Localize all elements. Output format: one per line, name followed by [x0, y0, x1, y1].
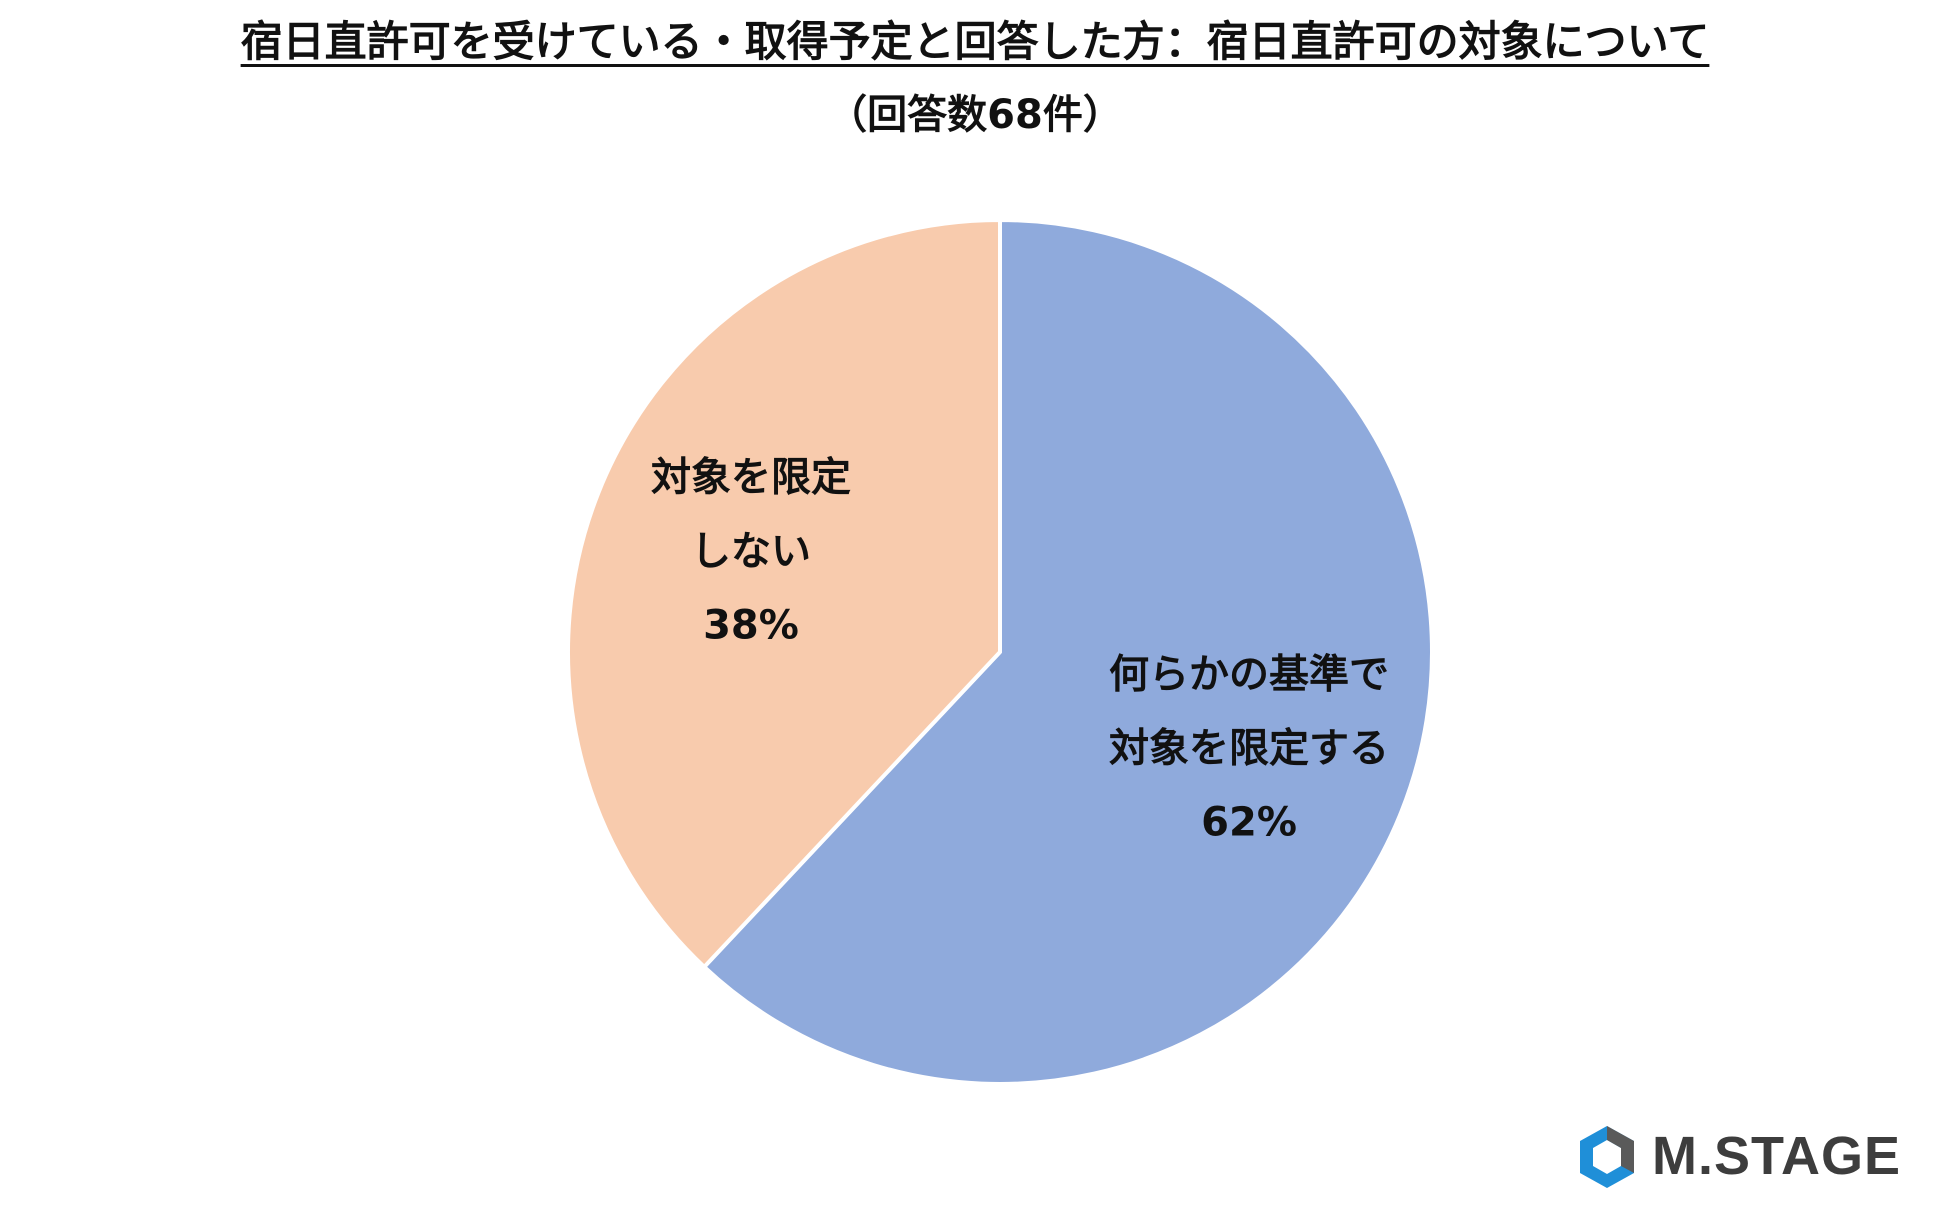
brand-logo-text: M.STAGE	[1652, 1126, 1901, 1186]
slice-2-category-label-line-1: 対象を限定	[651, 454, 851, 500]
chart-title-text: 宿日直許可を受けている・取得予定と回答した方：宿日直許可の対象について	[240, 17, 1710, 66]
slice-2-value-label: 38%	[703, 602, 799, 648]
brand-logo: M.STAGE	[1572, 1122, 1902, 1192]
chart-title: 宿日直許可を受けている・取得予定と回答した方：宿日直許可の対象について	[0, 14, 1950, 70]
slice-1-category-label-line-1: 何らかの基準で	[1109, 652, 1389, 698]
slice-2-category-label-line-2: しない	[691, 528, 811, 574]
chart-subtitle: （回答数68件）	[827, 92, 1123, 138]
pie-slice-2	[566, 218, 1002, 969]
slice-1-value-label: 62%	[1201, 800, 1297, 846]
pie-slice-1	[702, 218, 1434, 1086]
slice-1-category-label-line-2: 対象を限定する	[1109, 726, 1389, 772]
hexagon-logo-icon	[1580, 1126, 1634, 1188]
